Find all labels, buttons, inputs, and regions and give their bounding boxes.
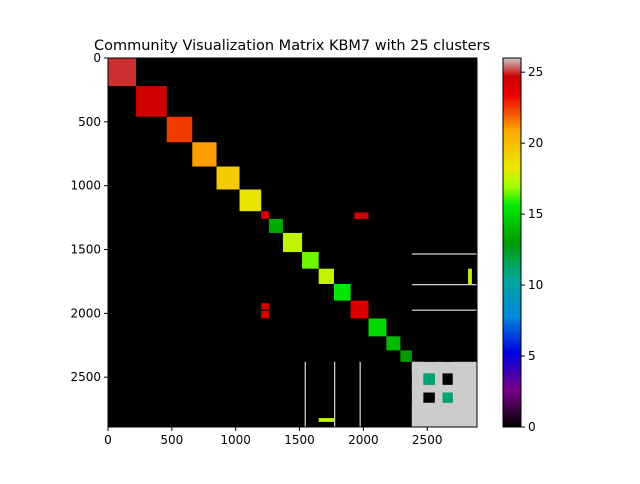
x-tick-label: 2000 xyxy=(348,433,379,447)
diagonal-block xyxy=(368,318,387,337)
diagonal-block xyxy=(318,268,334,284)
off-diagonal-block xyxy=(318,418,334,422)
plot-frame xyxy=(107,57,478,428)
y-tick-label: 1500 xyxy=(70,243,101,257)
off-diagonal-block xyxy=(411,309,477,311)
off-diagonal-block xyxy=(354,212,363,219)
off-diagonal-block xyxy=(411,402,477,427)
y-tick-label: 2500 xyxy=(70,370,101,384)
diagonal-block xyxy=(192,142,217,167)
diagonal-block xyxy=(166,116,193,143)
colorbar-tick-label: 20 xyxy=(528,136,543,150)
diagonal-block xyxy=(268,218,283,233)
x-axis: 0 500 1000 1500 2000 2500 xyxy=(104,427,442,447)
off-diagonal-block xyxy=(333,361,336,427)
colorbar-tick-label: 25 xyxy=(528,65,543,79)
x-tick-label: 1000 xyxy=(220,433,251,447)
off-diagonal-block xyxy=(302,252,319,255)
off-diagonal-block xyxy=(261,303,269,310)
colorbar xyxy=(502,57,522,428)
y-tick-label: 2000 xyxy=(70,306,101,320)
off-diagonal-block xyxy=(468,268,472,284)
y-tick-label: 500 xyxy=(78,115,101,129)
off-diagonal-block xyxy=(261,310,269,319)
y-tick-label: 1000 xyxy=(70,179,101,193)
off-diagonal-block xyxy=(434,361,443,427)
x-tick-label: 0 xyxy=(104,433,112,447)
diagonal-block xyxy=(442,392,453,403)
diagonal-block xyxy=(333,283,351,301)
colorbar-tick-label: 5 xyxy=(528,349,536,363)
off-diagonal-block xyxy=(304,361,306,427)
off-diagonal-block xyxy=(411,253,477,255)
x-tick-label: 500 xyxy=(160,433,183,447)
diagonal-block xyxy=(136,86,167,117)
diagonal-block xyxy=(216,166,240,190)
colorbar-tick-label: 0 xyxy=(528,420,536,434)
off-diagonal-block xyxy=(411,384,477,393)
diagonal-block xyxy=(108,58,137,87)
y-axis: 0 500 1000 1500 2000 2500 xyxy=(70,51,108,384)
off-diagonal-block xyxy=(362,212,369,219)
diagonal-block xyxy=(302,252,319,269)
x-tick-label: 2500 xyxy=(412,433,443,447)
off-diagonal-block xyxy=(411,361,477,374)
diagonal-block xyxy=(350,300,369,319)
off-diagonal-block xyxy=(359,361,361,427)
chart-title: Community Visualization Matrix KBM7 with… xyxy=(94,38,490,54)
colorbar-tick-label: 10 xyxy=(528,278,543,292)
x-tick-label: 1500 xyxy=(284,433,315,447)
off-diagonal-block xyxy=(411,361,424,427)
diagonal-block xyxy=(423,373,435,385)
y-tick-label: 0 xyxy=(93,51,101,65)
diagonal-block xyxy=(400,350,412,362)
colorbar-tick-label: 15 xyxy=(528,207,543,221)
colorbar-axis: 0 5 10 15 20 25 xyxy=(521,65,543,434)
diagonal-block xyxy=(386,336,401,351)
diagonal-block xyxy=(261,211,269,219)
diagonal-block xyxy=(282,232,303,253)
diagonal-block xyxy=(239,189,262,212)
heatmap-cells xyxy=(108,58,477,427)
off-diagonal-block xyxy=(411,283,477,286)
